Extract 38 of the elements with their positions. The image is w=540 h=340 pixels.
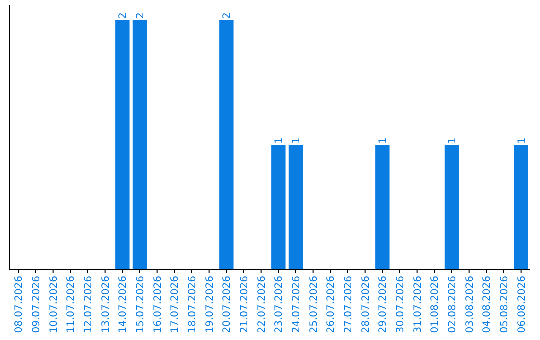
- x-tick-label: 12.07.2026: [84, 276, 94, 334]
- x-tick-label: 14.07.2026: [118, 276, 130, 334]
- x-tick-label: 30.07.2026: [396, 276, 406, 334]
- x-tick-label: 02.08.2026: [448, 276, 458, 334]
- x-tick-label: 29.07.2026: [378, 276, 390, 334]
- x-tick-label: 28.07.2026: [360, 276, 372, 334]
- x-tick-label: 03.08.2026: [464, 276, 476, 334]
- data-label: 2: [222, 12, 234, 19]
- x-tick-label: 15.07.2026: [136, 276, 146, 334]
- x-tick-label: 08.07.2026: [14, 276, 26, 334]
- x-tick-label: 31.07.2026: [412, 276, 424, 334]
- x-tick-label: 18.07.2026: [188, 276, 198, 334]
- data-label: 1: [292, 138, 302, 144]
- data-label: 1: [274, 138, 286, 144]
- x-tick-label: 19.07.2026: [204, 276, 216, 334]
- x-tick-label: 11.07.2026: [66, 276, 78, 334]
- x-tick-label: 17.07.2026: [170, 276, 182, 334]
- x-tick-label: 06.08.2026: [516, 276, 528, 334]
- data-label: 1: [448, 138, 458, 144]
- x-tick-label: 27.07.2026: [344, 276, 354, 334]
- x-tick-label: 04.08.2026: [482, 276, 494, 334]
- data-label: 2: [118, 12, 130, 19]
- data-label: 1: [378, 138, 390, 144]
- x-tick-label: 16.07.2026: [152, 276, 164, 334]
- x-tick-label: 13.07.2026: [100, 276, 112, 334]
- x-tick-label: 24.07.2026: [292, 276, 302, 334]
- data-label: 2: [136, 12, 146, 19]
- x-tick-label: 10.07.2026: [48, 276, 60, 334]
- x-tick-label: 20.07.2026: [222, 276, 234, 334]
- data-label: 1: [516, 138, 528, 144]
- x-tick-label: 22.07.2026: [256, 276, 268, 334]
- x-tick-label: 23.07.2026: [274, 276, 286, 334]
- x-tick-label: 05.08.2026: [500, 276, 510, 334]
- x-tick-label: 01.08.2026: [430, 276, 442, 334]
- x-tick-label: 21.07.2026: [240, 276, 250, 334]
- x-tick-label: 09.07.2026: [32, 276, 42, 334]
- x-tick-label: 25.07.2026: [308, 276, 320, 334]
- x-tick-label: 26.07.2026: [326, 276, 338, 334]
